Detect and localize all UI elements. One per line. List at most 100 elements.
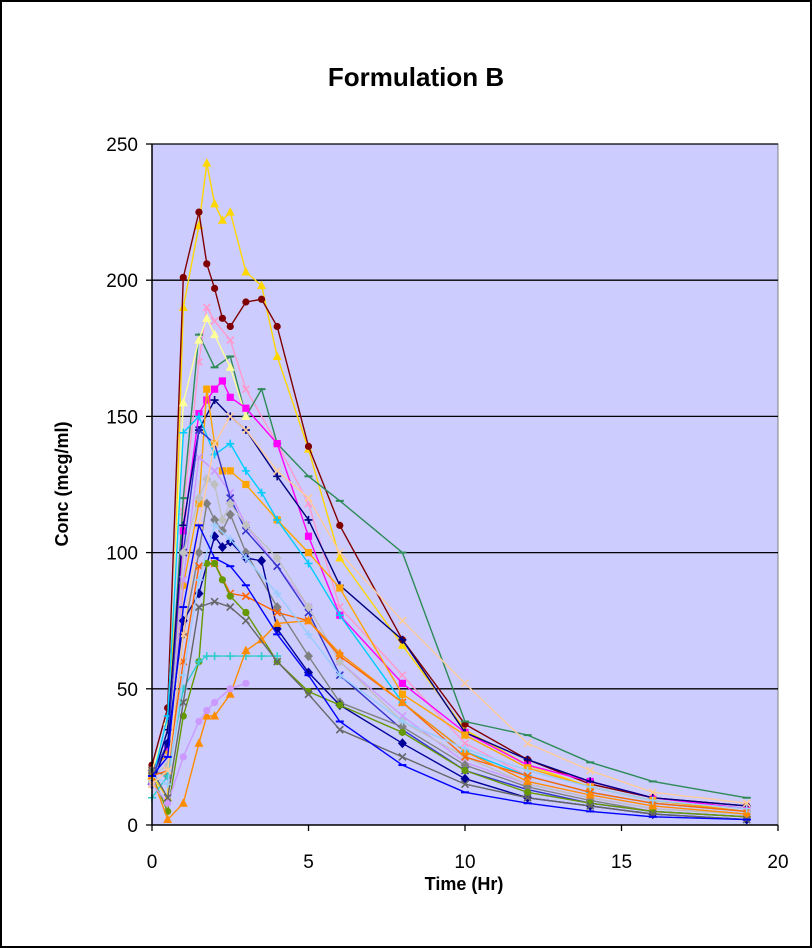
data-point	[194, 738, 204, 747]
data-point	[226, 534, 235, 543]
y-axis-title: Conc (mcg/ml)	[52, 421, 72, 546]
data-point	[217, 514, 227, 525]
data-point	[179, 671, 188, 680]
data-point	[742, 804, 751, 813]
data-point	[241, 466, 250, 475]
x-tick-label: 15	[611, 852, 632, 873]
data-point	[335, 725, 344, 734]
data-point	[241, 267, 251, 276]
data-point	[194, 453, 204, 462]
data-point	[585, 790, 595, 799]
data-point	[194, 425, 204, 435]
data-point	[523, 766, 532, 775]
data-point	[210, 711, 220, 720]
data-point	[304, 602, 313, 613]
series-21-line	[151, 524, 747, 810]
data-point	[217, 542, 227, 553]
data-point	[335, 553, 345, 562]
data-point	[461, 744, 469, 753]
data-point	[242, 298, 250, 306]
data-point	[273, 562, 282, 571]
data-point	[398, 616, 407, 625]
data-point	[304, 442, 313, 450]
y-tick-label: 100	[106, 544, 138, 565]
data-point	[398, 679, 406, 687]
data-point	[461, 766, 469, 775]
data-point	[398, 690, 406, 698]
data-point	[336, 584, 344, 592]
series-11-line	[151, 428, 747, 818]
data-point	[335, 548, 344, 557]
series-22-line	[151, 415, 747, 804]
data-point	[242, 608, 250, 617]
data-point	[241, 520, 251, 531]
data-point	[272, 553, 282, 564]
data-point	[304, 532, 313, 540]
data-point	[272, 618, 282, 627]
data-point	[257, 488, 266, 497]
data-point	[163, 766, 172, 775]
data-point	[202, 313, 212, 322]
data-point	[648, 788, 657, 797]
data-point	[225, 509, 235, 520]
data-point	[586, 801, 595, 810]
data-point	[202, 652, 211, 661]
data-point	[194, 575, 203, 584]
series-18	[147, 615, 752, 824]
data-point	[304, 630, 313, 639]
data-point	[203, 260, 211, 268]
data-point	[210, 479, 220, 490]
data-point	[202, 303, 211, 312]
x-tick-label: 5	[303, 852, 314, 873]
data-point	[194, 493, 204, 504]
data-point	[460, 760, 470, 771]
data-point	[398, 717, 407, 726]
data-point	[211, 284, 219, 292]
data-point	[203, 385, 211, 393]
data-point	[163, 814, 173, 824]
data-point	[210, 466, 219, 475]
data-point	[398, 752, 407, 761]
data-point	[336, 521, 344, 529]
data-point	[273, 515, 282, 524]
data-point	[335, 671, 344, 680]
data-point	[226, 322, 234, 331]
data-point	[398, 728, 406, 736]
data-point	[241, 554, 250, 563]
data-point	[194, 335, 204, 344]
data-point	[226, 439, 235, 448]
x-tick-label: 20	[767, 852, 788, 873]
data-point	[241, 645, 251, 655]
data-point	[194, 603, 204, 612]
data-point	[461, 731, 469, 739]
series-7-line	[151, 398, 747, 807]
data-point	[218, 576, 227, 584]
data-point	[163, 771, 172, 780]
series-12-line	[151, 478, 747, 815]
x-tick-label: 0	[147, 852, 158, 873]
data-point	[241, 425, 250, 435]
data-point	[225, 362, 235, 371]
data-point	[226, 412, 235, 421]
data-point	[273, 466, 282, 475]
x-tick-label: 10	[454, 852, 475, 873]
data-point	[304, 651, 313, 662]
y-tick-label: 50	[117, 680, 138, 701]
data-point	[523, 776, 533, 785]
data-point	[178, 798, 188, 807]
data-point	[226, 592, 234, 600]
data-point	[194, 547, 204, 558]
data-point	[460, 679, 470, 688]
y-tick-label: 250	[106, 135, 138, 156]
data-point	[397, 697, 407, 706]
data-point	[226, 685, 234, 693]
data-point	[273, 472, 282, 481]
data-point	[225, 689, 235, 698]
data-point	[241, 592, 250, 601]
data-point	[178, 302, 188, 311]
data-point	[335, 648, 345, 657]
data-point	[304, 549, 313, 557]
data-point	[194, 657, 203, 666]
series-13-line	[151, 501, 747, 818]
data-point	[242, 679, 250, 687]
